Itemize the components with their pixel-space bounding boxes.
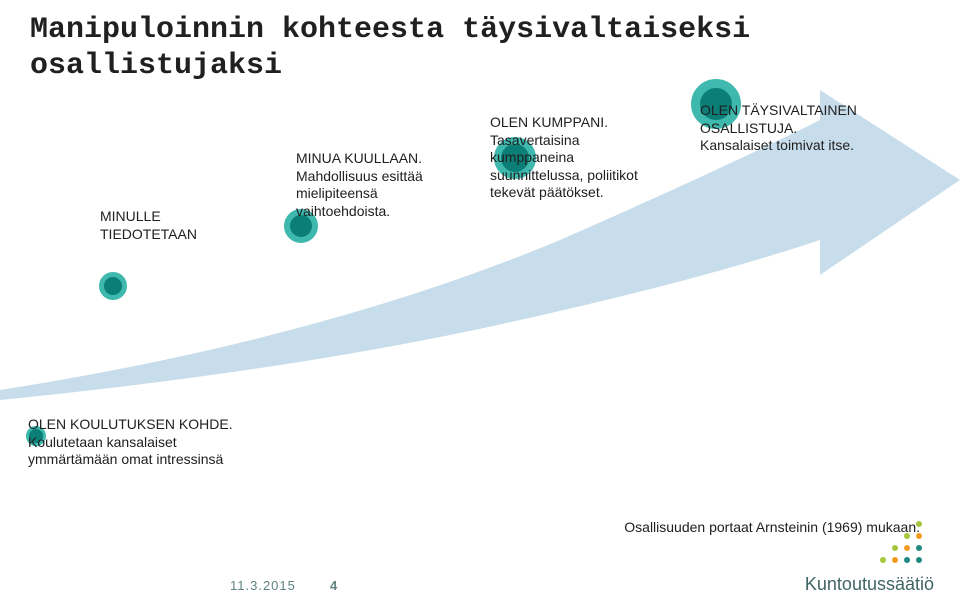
step-label: MINULLE TIEDOTETAAN bbox=[100, 208, 220, 243]
slide: Manipuloinnin kohteesta täysivaltaiseksi… bbox=[0, 0, 960, 607]
footer-dot bbox=[916, 533, 922, 539]
footer-dot bbox=[880, 557, 886, 563]
footer-page-number: 4 bbox=[330, 578, 337, 593]
step-dot bbox=[99, 272, 127, 300]
footer-dot bbox=[904, 545, 910, 551]
step-body: Mahdollisuus esittää mielipiteensä vaiht… bbox=[296, 168, 446, 221]
footer-dot bbox=[892, 557, 898, 563]
step-head: OLEN TÄYSIVALTAINEN OSALLISTUJA. bbox=[700, 102, 870, 137]
step-label: MINUA KUULLAAN.Mahdollisuus esittää miel… bbox=[296, 150, 446, 220]
step-body: Koulutetaan kansalaiset ymmärtämään omat… bbox=[28, 434, 258, 469]
step-body: Kansalaiset toimivat itse. bbox=[700, 137, 870, 155]
slide-title: Manipuloinnin kohteesta täysivaltaiseksi… bbox=[30, 12, 930, 84]
footer-logo: Kuntoutussäätiö bbox=[805, 574, 934, 595]
footer-dot bbox=[904, 533, 910, 539]
footer-dot bbox=[916, 521, 922, 527]
footer-dot bbox=[916, 545, 922, 551]
footer-dot bbox=[904, 557, 910, 563]
footer-dot bbox=[916, 557, 922, 563]
step-label: OLEN KUMPPANI.Tasavertaisina kumppaneina… bbox=[490, 114, 660, 202]
step-label: OLEN TÄYSIVALTAINEN OSALLISTUJA.Kansalai… bbox=[700, 102, 870, 155]
step-label: OLEN KOULUTUKSEN KOHDE.Koulutetaan kansa… bbox=[28, 416, 258, 469]
step-head: OLEN KUMPPANI. bbox=[490, 114, 660, 132]
footer-dot bbox=[892, 545, 898, 551]
step-head: MINULLE TIEDOTETAAN bbox=[100, 208, 220, 243]
footer-dots-graphic bbox=[862, 521, 932, 571]
step-head: OLEN KOULUTUKSEN KOHDE. bbox=[28, 416, 258, 434]
step-head: MINUA KUULLAAN. bbox=[296, 150, 446, 168]
footer-date: 11.3.2015 bbox=[230, 578, 296, 593]
step-body: Tasavertaisina kumppaneina suunnitteluss… bbox=[490, 132, 660, 202]
